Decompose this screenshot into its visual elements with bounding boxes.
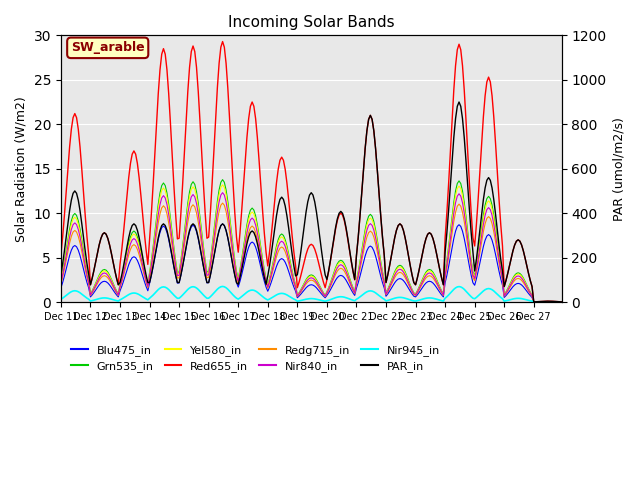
Y-axis label: PAR (umol/m2/s): PAR (umol/m2/s) <box>612 117 625 221</box>
Y-axis label: Solar Radiation (W/m2): Solar Radiation (W/m2) <box>15 96 28 241</box>
Title: Incoming Solar Bands: Incoming Solar Bands <box>228 15 395 30</box>
Legend: Blu475_in, Grn535_in, Yel580_in, Red655_in, Redg715_in, Nir840_in, Nir945_in, PA: Blu475_in, Grn535_in, Yel580_in, Red655_… <box>67 340 445 376</box>
Text: SW_arable: SW_arable <box>71 41 145 54</box>
